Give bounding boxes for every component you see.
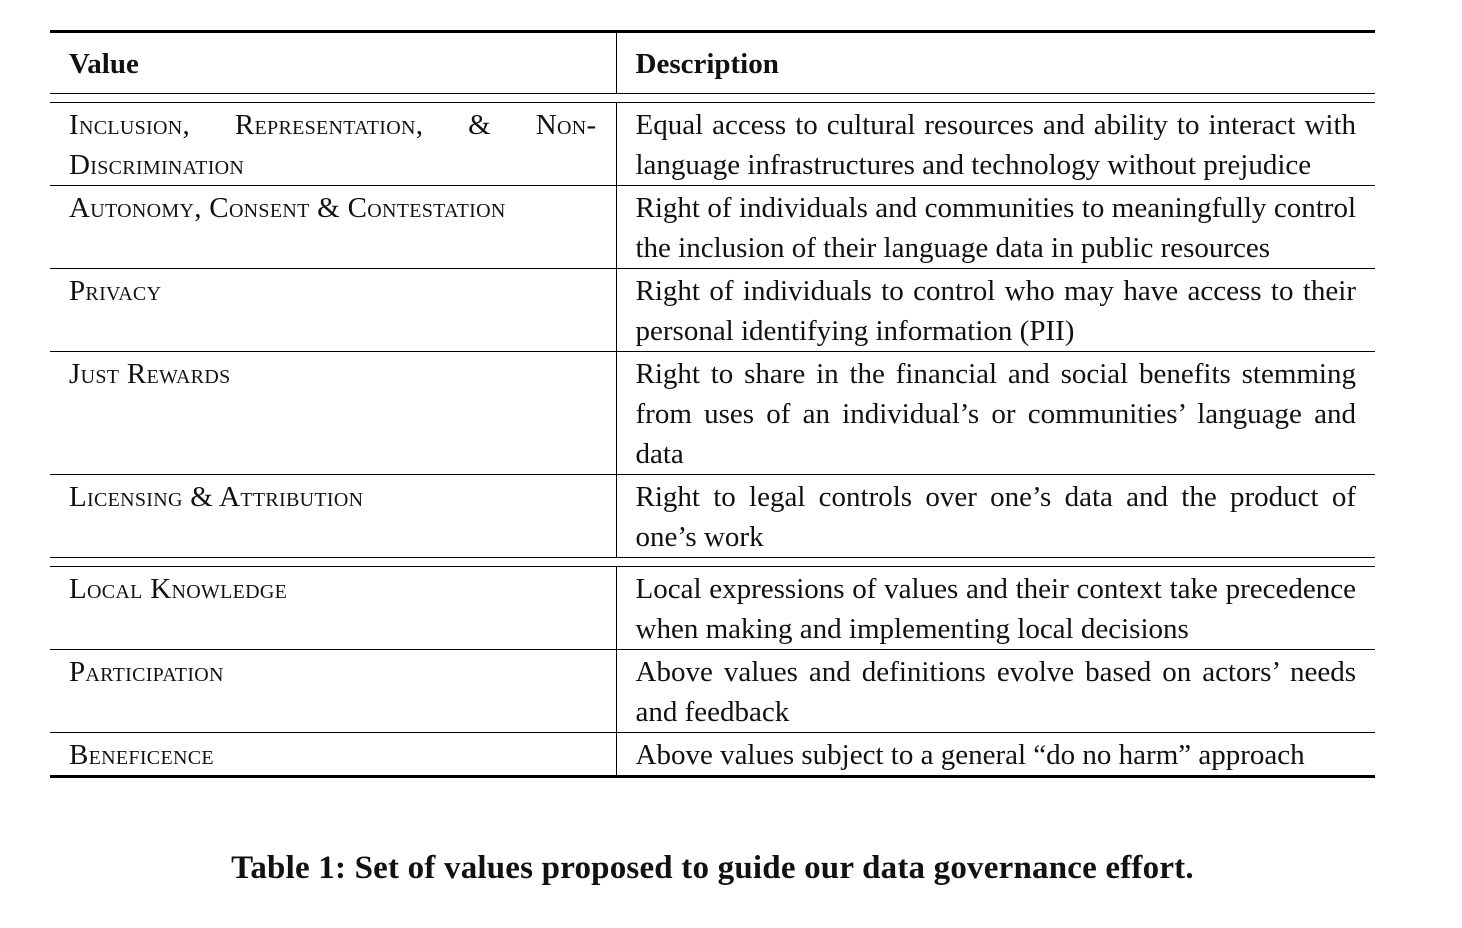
table-header-row: Value Description — [50, 31, 1375, 94]
table-row: Beneficence Above values subject to a ge… — [50, 732, 1375, 777]
header-value: Value — [50, 31, 617, 94]
description-cell: Right of individuals and communities to … — [635, 192, 1357, 264]
table-row: Inclusion, Representation, & Non-Discrim… — [50, 102, 1375, 186]
values-table: Value Description Inclusion, Representat… — [50, 30, 1375, 778]
value-cell: Beneficence — [50, 732, 617, 777]
description-cell: Equal access to cultural resources and a… — [635, 109, 1357, 181]
table-row: Autonomy, Consent & Contestation Right o… — [50, 185, 1375, 269]
table-caption: Table 1: Set of values proposed to guide… — [231, 850, 1194, 886]
table-row: Participation Above values and definitio… — [50, 649, 1375, 733]
table-row: Privacy Right of individuals to control … — [50, 268, 1375, 352]
description-cell: Right to share in the financial and soci… — [635, 358, 1357, 470]
description-cell: Local expressions of values and their co… — [635, 573, 1357, 645]
value-cell: Privacy — [50, 268, 617, 352]
description-cell: Right to legal controls over one’s data … — [635, 481, 1357, 553]
value-cell: Licensing & Attribution — [50, 474, 617, 558]
description-cell: Above values subject to a general “do no… — [635, 739, 1305, 771]
value-cell: Autonomy, Consent & Contestation — [50, 185, 617, 269]
description-cell: Right of individuals to control who may … — [635, 275, 1357, 347]
value-cell: Just Rewards — [50, 351, 617, 475]
table-row: Just Rewards Right to share in the finan… — [50, 351, 1375, 475]
value-cell: Inclusion, Representation, & Non-Discrim… — [50, 102, 617, 186]
values-table-container: Value Description Inclusion, Representat… — [50, 30, 1375, 778]
table-row: Local Knowledge Local expressions of val… — [50, 566, 1375, 650]
value-cell: Local Knowledge — [50, 566, 617, 650]
description-cell: Above values and definitions evolve base… — [635, 656, 1357, 728]
header-description: Description — [635, 48, 779, 80]
value-cell: Participation — [50, 649, 617, 733]
table-row: Licensing & Attribution Right to legal c… — [50, 474, 1375, 558]
